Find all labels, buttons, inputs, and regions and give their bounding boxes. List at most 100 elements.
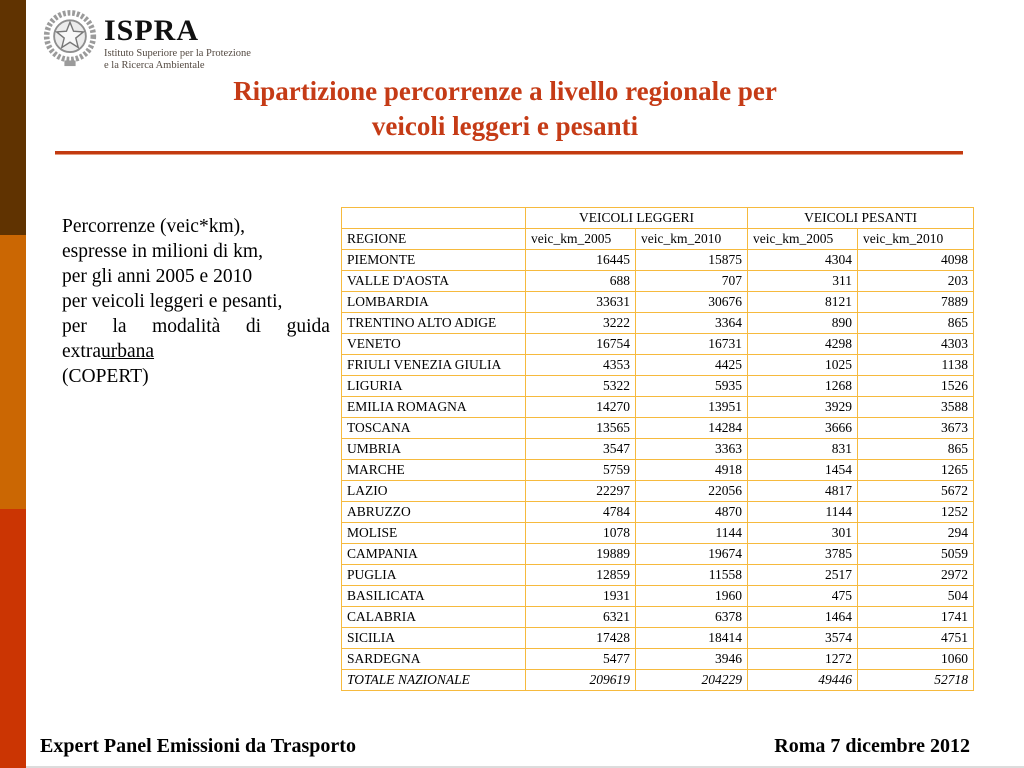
value-cell: 16754 [525, 333, 636, 355]
table-row: TRENTINO ALTO ADIGE 3222 3364 890 865 [341, 312, 975, 334]
slide-title-line2: veicoli leggeri e pesanti [371, 111, 639, 141]
value-cell: 52718 [857, 669, 975, 691]
value-cell: 1265 [857, 459, 975, 481]
slide-title: Ripartizione percorrenze a livello regio… [30, 74, 980, 144]
value-cell: 14284 [634, 417, 749, 439]
value-cell: 688 [525, 270, 636, 292]
value-cell: 5477 [525, 648, 636, 670]
value-cell: 5672 [857, 480, 975, 502]
value-cell: 3946 [634, 648, 749, 670]
table-row: CAMPANIA 19889 19674 3785 5059 [341, 543, 975, 565]
footer-date: Roma 7 dicembre 2012 [774, 735, 970, 757]
region-cell: PUGLIA [341, 564, 526, 586]
table-column-header-row: REGIONE veic_km_2005 veic_km_2010 veic_km_2… [341, 228, 975, 250]
region-cell: TOTALE NAZIONALE [341, 669, 526, 691]
table-row: MARCHE 5759 4918 1454 1265 [341, 459, 975, 481]
value-cell: 49446 [747, 669, 859, 691]
value-cell: 2517 [747, 564, 859, 586]
value-cell: 7889 [857, 291, 975, 313]
value-cell: 301 [747, 522, 859, 544]
value-cell: 4098 [857, 249, 975, 271]
value-cell: 22056 [634, 480, 749, 502]
value-cell: 1272 [747, 648, 859, 670]
value-cell: 5935 [634, 375, 749, 397]
value-cell: 4870 [634, 501, 749, 523]
ispra-subtitle-line1: Istituto Superiore per la Protezione [104, 48, 251, 59]
justified-word: la [112, 316, 127, 337]
value-cell: 1144 [634, 522, 749, 544]
slide-title-line1: Ripartizione percorrenze a livello regio… [233, 76, 777, 106]
column-header-cell: veic_km_2010 [634, 228, 749, 250]
value-cell: 3673 [857, 417, 975, 439]
value-cell: 19674 [634, 543, 749, 565]
table-row: FRIULI VENEZIA GIULIA 4353 4425 1025 1138 [341, 354, 975, 376]
value-cell: 707 [634, 270, 749, 292]
slide-bottom-edge [26, 766, 1024, 768]
table-head: VEICOLI LEGGERI VEICOLI PESANTI REGIONE vei… [341, 207, 975, 250]
ispra-logo-text: ISPRA Istituto Superiore per la Protezio… [104, 8, 251, 72]
table-row: PUGLIA 12859 11558 2517 2972 [341, 564, 975, 586]
ispra-logo: ISPRA Istituto Superiore per la Protezio… [42, 8, 251, 72]
region-cell: CAMPANIA [341, 543, 526, 565]
underline-word: urbana [100, 341, 155, 362]
value-cell: 1252 [857, 501, 975, 523]
region-cell: BASILICATA [341, 585, 526, 607]
value-cell: 3363 [634, 438, 749, 460]
value-cell: 3547 [525, 438, 636, 460]
value-cell: 4298 [747, 333, 859, 355]
justified-word: guida [286, 316, 330, 337]
table-row: VALLE D'AOSTA 688 707 311 203 [341, 270, 975, 292]
value-cell: 3222 [525, 312, 636, 334]
value-cell: 8121 [747, 291, 859, 313]
value-cell: 1931 [525, 585, 636, 607]
value-cell: 6378 [634, 606, 749, 628]
table-row: MOLISE 1078 1144 301 294 [341, 522, 975, 544]
title-rule-shadow [55, 154, 963, 155]
region-cell: CALABRIA [341, 606, 526, 628]
value-cell: 15875 [634, 249, 749, 271]
table-row: CALABRIA 6321 6378 1464 1741 [341, 606, 975, 628]
value-cell: 13951 [634, 396, 749, 418]
ispra-subtitle: Istituto Superiore per la Protezione e l… [104, 48, 251, 72]
ispra-acronym: ISPRA [104, 14, 200, 47]
value-cell: 3364 [634, 312, 749, 334]
stripe-segment-orange [0, 235, 26, 509]
region-cell: SICILIA [341, 627, 526, 649]
value-cell: 16731 [634, 333, 749, 355]
description-line: espresse in milioni di km, [62, 241, 263, 262]
description-line: per gli anni 2005 e 2010 [62, 266, 253, 287]
justified-word: per [62, 316, 87, 337]
value-cell: 5759 [525, 459, 636, 481]
value-cell: 5059 [857, 543, 975, 565]
table-group-header-row: VEICOLI LEGGERI VEICOLI PESANTI [341, 207, 975, 229]
value-cell: 1025 [747, 354, 859, 376]
underline-prefix: extra [62, 341, 101, 362]
description-line: per veicoli leggeri e pesanti, [62, 291, 283, 312]
table-row: BASILICATA 1931 1960 475 504 [341, 585, 975, 607]
value-cell: 14270 [525, 396, 636, 418]
value-cell: 865 [857, 312, 975, 334]
title-rule-main [55, 151, 963, 154]
group-header-cell: VEICOLI LEGGERI [524, 207, 749, 229]
table-row: UMBRIA 3547 3363 831 865 [341, 438, 975, 460]
description-block: Percorrenze (veic*km), espresse in milio… [62, 214, 330, 389]
region-cell: VALLE D'AOSTA [341, 270, 526, 292]
value-cell: 294 [857, 522, 975, 544]
total-row: TOTALE NAZIONALE 209619 204229 49446 52718 [341, 669, 975, 691]
region-cell: ABRUZZO [341, 501, 526, 523]
region-cell: TOSCANA [341, 417, 526, 439]
value-cell: 4425 [634, 354, 749, 376]
value-cell: 1464 [747, 606, 859, 628]
table-row: PIEMONTE 16445 15875 4304 4098 [341, 249, 975, 271]
value-cell: 16445 [525, 249, 636, 271]
table-row: EMILIA ROMAGNA 14270 13951 3929 3588 [341, 396, 975, 418]
value-cell: 3785 [747, 543, 859, 565]
value-cell: 12859 [525, 564, 636, 586]
column-header-cell: REGIONE [341, 228, 526, 250]
value-cell: 3929 [747, 396, 859, 418]
value-cell: 4303 [857, 333, 975, 355]
table-row: SICILIA 17428 18414 3574 4751 [341, 627, 975, 649]
region-cell: MOLISE [341, 522, 526, 544]
left-color-stripe [0, 0, 26, 768]
region-cell: PIEMONTE [341, 249, 526, 271]
